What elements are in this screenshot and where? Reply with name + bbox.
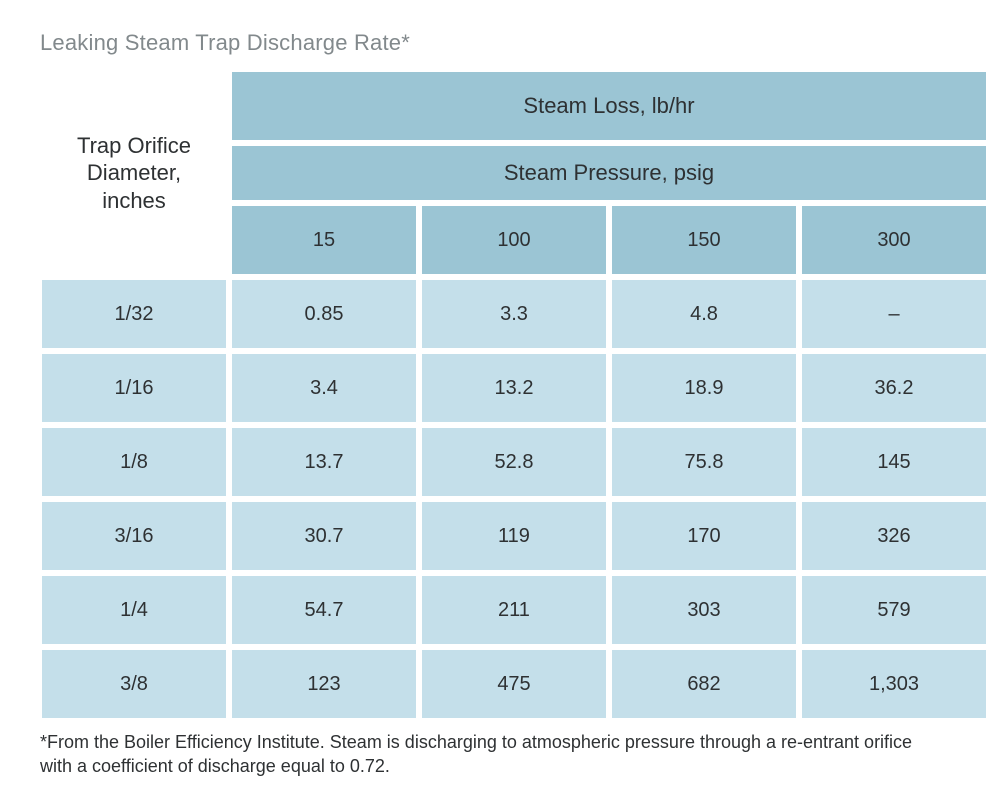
data-cell: 475	[422, 650, 606, 718]
data-cell: 211	[422, 576, 606, 644]
row-header-line2: Diameter,	[87, 160, 181, 185]
data-cell: 18.9	[612, 354, 796, 422]
steam-loss-table: Trap Orifice Diameter, inches Steam Loss…	[36, 66, 992, 724]
pressure-col-2: 150	[612, 206, 796, 274]
data-cell: –	[802, 280, 986, 348]
pressure-col-1: 100	[422, 206, 606, 274]
super-header: Steam Loss, lb/hr	[232, 72, 986, 140]
data-cell: 145	[802, 428, 986, 496]
data-cell: 303	[612, 576, 796, 644]
table-row: 3/16 30.7 119 170 326	[42, 502, 986, 570]
row-label: 3/8	[42, 650, 226, 718]
row-header-line1: Trap Orifice	[77, 133, 191, 158]
table-row: 1/8 13.7 52.8 75.8 145	[42, 428, 986, 496]
data-cell: 52.8	[422, 428, 606, 496]
data-cell: 13.2	[422, 354, 606, 422]
subtitle-header: Steam Pressure, psig	[232, 146, 986, 200]
table-row: 1/32 0.85 3.3 4.8 –	[42, 280, 986, 348]
table-title: Leaking Steam Trap Discharge Rate*	[40, 30, 966, 56]
data-cell: 119	[422, 502, 606, 570]
pressure-col-0: 15	[232, 206, 416, 274]
data-cell: 75.8	[612, 428, 796, 496]
data-cell: 3.3	[422, 280, 606, 348]
table-row: 1/16 3.4 13.2 18.9 36.2	[42, 354, 986, 422]
data-cell: 170	[612, 502, 796, 570]
row-header-label: Trap Orifice Diameter, inches	[42, 72, 226, 274]
row-label: 1/8	[42, 428, 226, 496]
data-cell: 13.7	[232, 428, 416, 496]
table-row: 1/4 54.7 211 303 579	[42, 576, 986, 644]
data-cell: 54.7	[232, 576, 416, 644]
data-cell: 0.85	[232, 280, 416, 348]
data-cell: 123	[232, 650, 416, 718]
data-cell: 30.7	[232, 502, 416, 570]
data-cell: 3.4	[232, 354, 416, 422]
data-cell: 326	[802, 502, 986, 570]
data-cell: 579	[802, 576, 986, 644]
row-header-line3: inches	[102, 188, 166, 213]
data-cell: 36.2	[802, 354, 986, 422]
data-cell: 682	[612, 650, 796, 718]
table-body: 1/32 0.85 3.3 4.8 – 1/16 3.4 13.2 18.9 3…	[42, 280, 986, 718]
table-row: 3/8 123 475 682 1,303	[42, 650, 986, 718]
data-cell: 4.8	[612, 280, 796, 348]
pressure-col-3: 300	[802, 206, 986, 274]
row-label: 1/4	[42, 576, 226, 644]
row-label: 1/16	[42, 354, 226, 422]
footnote: *From the Boiler Efficiency Institute. S…	[40, 730, 940, 779]
row-label: 3/16	[42, 502, 226, 570]
row-label: 1/32	[42, 280, 226, 348]
data-cell: 1,303	[802, 650, 986, 718]
